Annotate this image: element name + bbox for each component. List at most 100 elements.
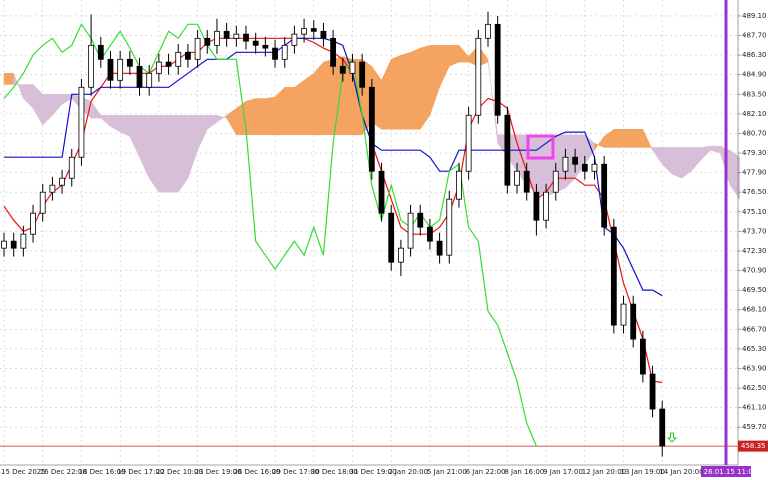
candle-body xyxy=(610,226,617,326)
cloud-segment xyxy=(303,72,315,136)
candle-body xyxy=(146,72,153,88)
candle-body xyxy=(30,212,36,235)
cloud-segment xyxy=(410,47,421,130)
y-tick-label: 487.70 xyxy=(742,32,767,40)
candle-body xyxy=(601,163,608,228)
candle-body xyxy=(397,247,404,263)
candle-body xyxy=(175,51,182,67)
candle-body xyxy=(10,240,17,249)
cloud-segment xyxy=(323,58,334,136)
candle-body xyxy=(155,61,162,74)
cloud-segment xyxy=(148,115,160,194)
x-tick-label: 5 Jan 21:00 xyxy=(427,468,467,476)
candle-body xyxy=(291,33,298,46)
y-tick-label: 468.10 xyxy=(742,306,767,314)
cloud-segment xyxy=(613,129,624,148)
candle-body xyxy=(301,28,307,35)
y-tick-label: 463.90 xyxy=(742,364,767,372)
candle-body xyxy=(591,163,598,172)
y-tick-label: 469.50 xyxy=(742,286,767,294)
y-tick-label: 483.50 xyxy=(742,90,767,98)
candle-body xyxy=(504,114,511,186)
x-tick-label: 22 Dec 10:00 xyxy=(156,468,203,476)
cloud-segment xyxy=(419,44,431,131)
candle-body xyxy=(494,23,501,116)
candle-body xyxy=(639,338,646,375)
candle-body xyxy=(194,37,201,60)
x-tick-label: 9 Jan 17:00 xyxy=(543,468,583,476)
y-tick-label: 473.70 xyxy=(742,227,767,235)
candle-body xyxy=(630,303,637,340)
x-tick-label: 15 Dec 2025 xyxy=(1,468,46,476)
y-tick-label: 461.10 xyxy=(742,404,767,412)
cloud-segment xyxy=(294,79,305,136)
cloud-segment xyxy=(623,129,634,148)
y-tick-label: 486.30 xyxy=(742,51,767,59)
x-tick-label: 30 Dec 18:00 xyxy=(311,468,358,476)
y-tick-label: 479.30 xyxy=(742,149,767,157)
candle-body xyxy=(281,44,288,60)
y-tick-label: 472.30 xyxy=(742,247,767,255)
candle-body xyxy=(378,170,385,214)
candle-body xyxy=(543,191,549,221)
cloud-segment xyxy=(255,98,266,136)
candle-body xyxy=(262,44,269,49)
y-tick-label: 477.90 xyxy=(742,169,767,177)
x-tick-label: 19 Dec 17:00 xyxy=(117,468,164,476)
cloud-segment xyxy=(3,73,14,85)
candle-body xyxy=(126,58,133,67)
candle-body xyxy=(1,240,7,249)
candle-body xyxy=(185,51,191,60)
y-tick-label: 462.50 xyxy=(742,384,767,392)
highlight-box xyxy=(526,134,555,160)
y-tick-label: 482.10 xyxy=(742,110,767,118)
candle-body xyxy=(514,170,520,186)
y-tick-label: 484.90 xyxy=(742,71,767,79)
candle-body xyxy=(107,58,114,81)
cloud-segment xyxy=(265,96,276,136)
candle-body xyxy=(320,30,327,39)
candle-body xyxy=(552,170,559,193)
time-marker-box xyxy=(701,466,751,477)
candle-body xyxy=(243,33,249,42)
x-tick-label: 31 Dec 19:00 xyxy=(349,468,396,476)
candle-body xyxy=(330,37,337,67)
y-tick-label: 476.50 xyxy=(742,188,767,196)
x-tick-label: 14 Jan 20:00 xyxy=(659,468,703,476)
x-tick-label: 8 Jan 16:00 xyxy=(504,468,544,476)
candle-body xyxy=(117,58,124,81)
candles xyxy=(1,11,666,457)
candle-body xyxy=(533,191,540,221)
x-tick-label: 29 Dec 17:00 xyxy=(272,468,319,476)
x-tick-label: 12 Jan 20:00 xyxy=(582,468,626,476)
y-tick-label: 470.90 xyxy=(742,267,767,275)
candle-body xyxy=(485,23,491,39)
candle-body xyxy=(407,212,414,249)
candle-body xyxy=(136,65,143,88)
candle-body xyxy=(214,30,220,46)
candle-body xyxy=(49,184,56,193)
candle-body xyxy=(339,65,346,74)
y-tick-label: 489.10 xyxy=(742,12,767,20)
candle-body xyxy=(349,61,356,74)
cloud-segment xyxy=(729,149,740,201)
candle-body xyxy=(310,28,317,32)
candle-body xyxy=(88,44,95,88)
candle-body xyxy=(97,44,104,60)
candle-body xyxy=(620,303,627,326)
candle-body xyxy=(427,226,433,242)
candle-body xyxy=(475,37,482,116)
buy-arrow xyxy=(666,432,678,443)
x-tick-label: 23 Dec 19:00 xyxy=(195,468,242,476)
candle-body xyxy=(572,156,579,165)
x-tick-label: 2 Jan 20:00 xyxy=(388,468,428,476)
candle-body xyxy=(562,156,569,172)
candle-body xyxy=(59,177,65,186)
y-tick-label: 475.10 xyxy=(742,208,767,216)
candle-body xyxy=(446,198,453,256)
current-price-label: 458.35 xyxy=(741,442,766,450)
candle-body xyxy=(456,170,462,200)
candle-body xyxy=(165,61,172,67)
candle-body xyxy=(78,86,85,158)
